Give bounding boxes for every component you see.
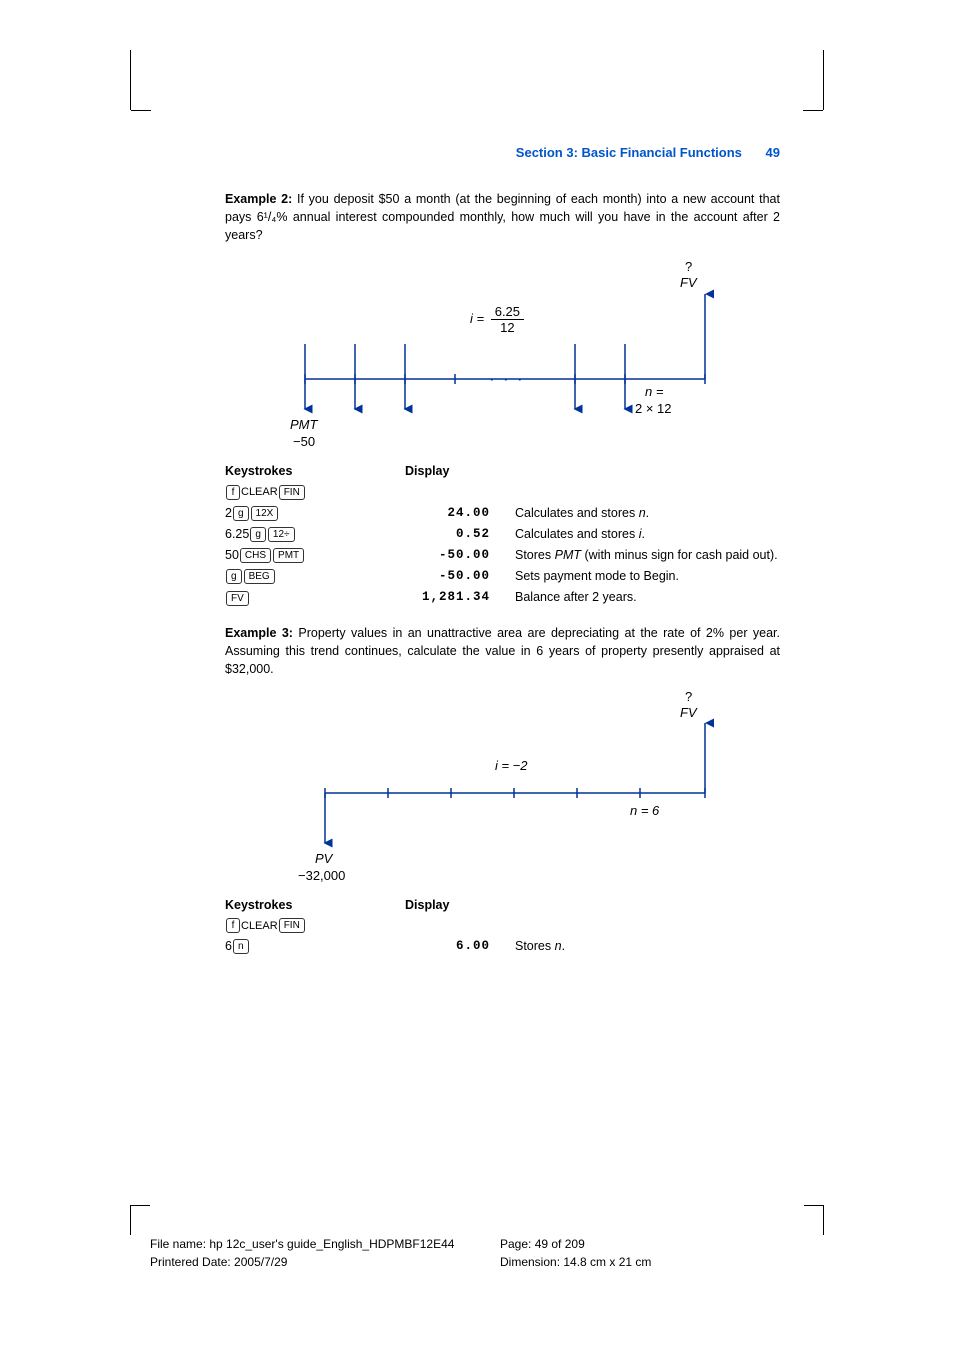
cashflow-diagram-2: ? FV i = −2 n = 6 PV −32,000 <box>225 693 780 888</box>
t1-r0-keys: fCLEARFIN <box>225 484 405 499</box>
section-title: Section 3: Basic Financial Functions <box>516 145 742 160</box>
d1-i-eq: i = 6.25 12 <box>470 304 524 335</box>
d2-pv: PV <box>315 851 332 866</box>
t2-r1-keys: 6n <box>225 939 405 954</box>
crop-mark-tr <box>804 50 824 110</box>
d2-pv-val: −32,000 <box>298 868 345 883</box>
t1-h-keys: Keystrokes <box>225 464 405 478</box>
t1-h-disp: Display <box>405 464 515 478</box>
t2-r0-keys: fCLEARFIN <box>225 918 405 933</box>
t1-r2-keys: 6.25g12÷ <box>225 527 405 542</box>
key-n: n <box>233 939 249 954</box>
t1-r5-disp: 1,281.34 <box>405 590 515 604</box>
file-name: File name: hp 12c_user's guide_English_H… <box>150 1235 500 1253</box>
page-header: Section 3: Basic Financial Functions 49 <box>225 145 780 160</box>
key-f: f <box>226 485 240 500</box>
key-pmt: PMT <box>273 548 304 563</box>
cashflow-diagram-1: ? FV i = 6.25 12 · · · n = 2 × 12 PMT −5… <box>225 259 780 454</box>
t2-r1-disp: 6.00 <box>405 939 515 953</box>
example2-text: If you deposit $50 a month (at the begin… <box>225 192 780 242</box>
t1-r2-disp: 0.52 <box>405 527 515 541</box>
t1-r1-disp: 24.00 <box>405 506 515 520</box>
t1-r5-desc: Balance after 2 years. <box>515 590 780 604</box>
key-12div: 12÷ <box>268 527 295 542</box>
t1-r4-keys: gBEG <box>225 569 405 584</box>
key-fv: FV <box>226 591 249 606</box>
example3-label: Example 3: <box>225 626 293 640</box>
key-g: g <box>250 527 266 542</box>
key-clear: CLEAR <box>241 920 278 932</box>
keystroke-table-1: Keystrokes Display fCLEARFIN 2g12X 24.00… <box>225 464 780 605</box>
d2-fv: FV <box>680 705 697 720</box>
key-fin: FIN <box>279 918 305 933</box>
page-content: Section 3: Basic Financial Functions 49 … <box>225 145 780 960</box>
key-chs: CHS <box>240 548 271 563</box>
d2-fv-q: ? <box>685 689 692 704</box>
key-beg: BEG <box>244 569 275 584</box>
t2-r1-desc: Stores n. <box>515 939 780 953</box>
d1-fv-q: ? <box>685 259 692 274</box>
d1-pmt-val: −50 <box>293 434 315 449</box>
example2-para: Example 2: If you deposit $50 a month (a… <box>225 190 780 244</box>
example3-text: Property values in an unattractive area … <box>225 626 780 676</box>
footer-meta: File name: hp 12c_user's guide_English_H… <box>150 1235 750 1271</box>
t1-r2-desc: Calculates and stores i. <box>515 527 780 541</box>
example2-label: Example 2: <box>225 192 292 206</box>
t1-r1-keys: 2g12X <box>225 506 405 521</box>
page-number: 49 <box>766 145 780 160</box>
d1-n-eq: n = <box>645 384 663 399</box>
key-g: g <box>226 569 242 584</box>
printed-date: Printered Date: 2005/7/29 <box>150 1253 500 1271</box>
crop-mark-br <box>804 1205 824 1235</box>
t1-r3-disp: -50.00 <box>405 548 515 562</box>
d1-fv: FV <box>680 275 697 290</box>
dimension: Dimension: 14.8 cm x 21 cm <box>500 1253 651 1271</box>
key-fin: FIN <box>279 485 305 500</box>
t1-r4-disp: -50.00 <box>405 569 515 583</box>
t1-r5-keys: FV <box>225 590 405 605</box>
d2-i: i = −2 <box>495 758 528 773</box>
t1-r4-desc: Sets payment mode to Begin. <box>515 569 780 583</box>
key-clear: CLEAR <box>241 486 278 498</box>
t2-h-keys: Keystrokes <box>225 898 405 912</box>
t2-h-disp: Display <box>405 898 515 912</box>
t1-r3-keys: 50CHSPMT <box>225 548 405 563</box>
key-f: f <box>226 918 240 933</box>
key-g: g <box>233 506 249 521</box>
t1-r3-desc: Stores PMT (with minus sign for cash pai… <box>515 548 780 562</box>
d1-pmt: PMT <box>290 417 317 432</box>
page-info: Page: 49 of 209 <box>500 1235 585 1253</box>
d1-n-val: 2 × 12 <box>635 401 672 416</box>
example3-para: Example 3: Property values in an unattra… <box>225 624 780 678</box>
crop-mark-bl <box>130 1205 150 1235</box>
keystroke-table-2: Keystrokes Display fCLEARFIN 6n 6.00 Sto… <box>225 898 780 954</box>
t1-r1-desc: Calculates and stores n. <box>515 506 780 520</box>
d2-n: n = 6 <box>630 803 659 818</box>
key-12x: 12X <box>251 506 279 521</box>
crop-mark-tl <box>130 50 150 110</box>
d1-dots: · · · <box>490 372 525 387</box>
